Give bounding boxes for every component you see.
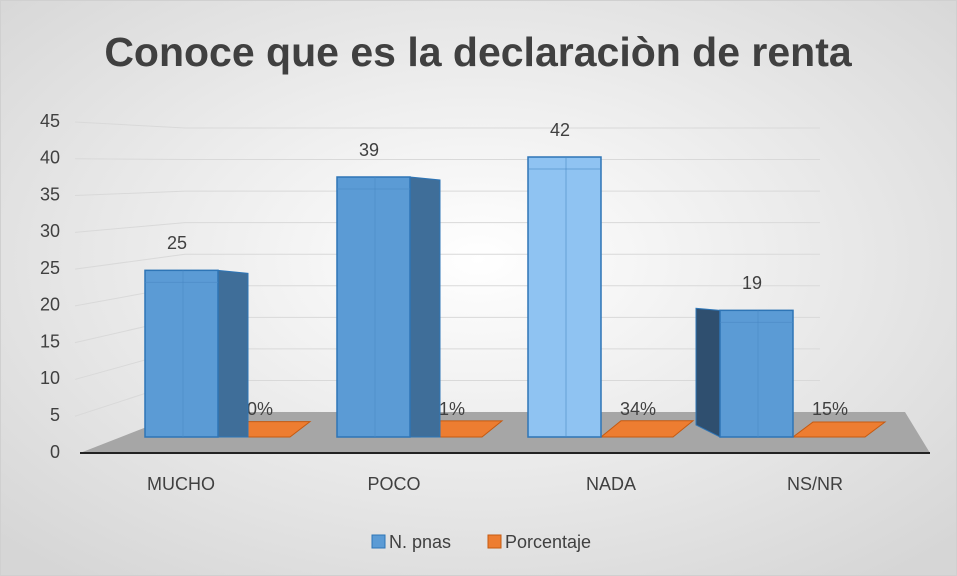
- bar-face: [336, 176, 411, 438]
- y-tick-label: 35: [40, 184, 60, 204]
- grid-line: [74, 121, 820, 129]
- y-tick-label: 40: [40, 148, 60, 168]
- legend-label: N. pnas: [389, 532, 451, 552]
- bar-face: [527, 156, 602, 438]
- y-tick-label: 20: [40, 295, 60, 315]
- value-label: 19: [742, 273, 762, 293]
- y-tick-label: 10: [40, 368, 60, 388]
- bar-face: [719, 309, 794, 438]
- bar: [336, 176, 441, 438]
- y-tick-label: 25: [40, 258, 60, 278]
- legend-label: Porcentaje: [505, 532, 591, 552]
- bar-face: [217, 269, 249, 438]
- value-label: 15%: [812, 399, 848, 419]
- x-tick-label: MUCHO: [147, 474, 215, 494]
- bar: [599, 420, 695, 438]
- y-tick-label: 0: [50, 442, 60, 462]
- x-tick-label: NADA: [586, 474, 636, 494]
- grid-line: [74, 222, 820, 233]
- legend-swatch: [487, 534, 502, 549]
- grid-line: [74, 253, 820, 270]
- grid-line: [74, 190, 820, 197]
- y-tick-label: 45: [40, 111, 60, 131]
- y-tick-label: 30: [40, 221, 60, 241]
- bar: [695, 307, 794, 438]
- y-tick-label: 15: [40, 331, 60, 351]
- bar: [144, 269, 249, 438]
- bar-face: [695, 307, 721, 438]
- bar: [527, 156, 602, 438]
- x-tick-label: POCO: [367, 474, 420, 494]
- chart-title: Conoce que es la declaraciòn de renta: [104, 29, 853, 75]
- legend-swatch: [371, 534, 386, 549]
- bar-face: [409, 176, 441, 438]
- value-label: 34%: [620, 399, 656, 419]
- value-label: 25: [167, 233, 187, 253]
- value-label: 39: [359, 140, 379, 160]
- y-tick-label: 5: [50, 405, 60, 425]
- x-tick-label: NS/NR: [787, 474, 843, 494]
- grid-line: [74, 158, 820, 161]
- bar-face: [144, 269, 219, 438]
- bar: [791, 421, 887, 438]
- value-label: 42: [550, 120, 570, 140]
